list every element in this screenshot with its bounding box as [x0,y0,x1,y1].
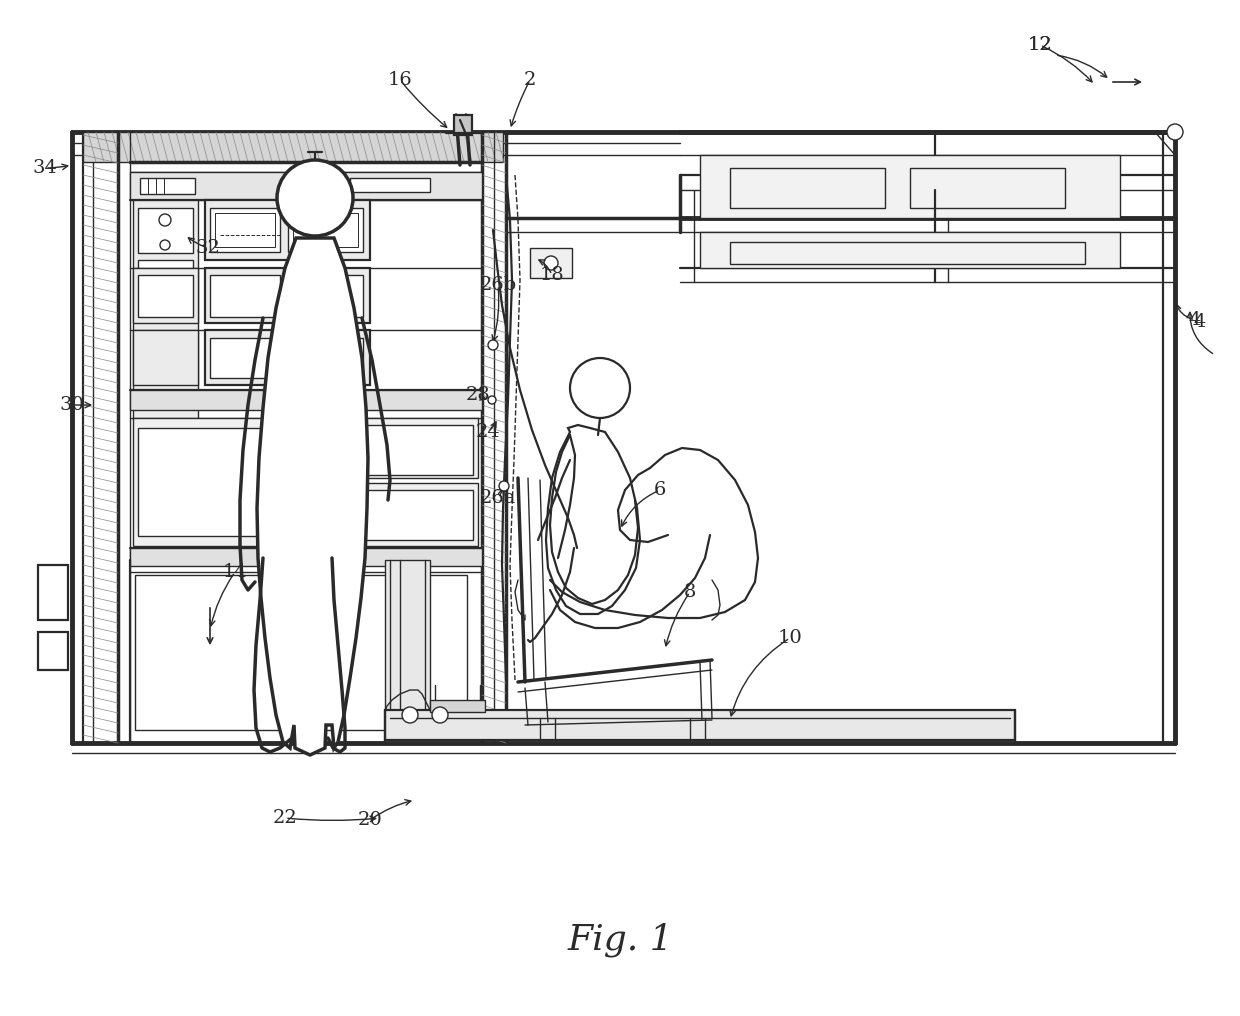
Bar [454,115,472,135]
Text: Fig. 1: Fig. 1 [567,923,673,957]
Text: 6: 6 [653,481,666,499]
Bar [138,428,280,536]
Bar [133,418,285,546]
Bar [130,172,482,200]
Bar [138,275,193,317]
Text: 26b: 26b [480,276,517,294]
Circle shape [489,396,496,404]
Bar [83,132,503,162]
Polygon shape [546,425,640,614]
Bar [730,168,885,208]
Bar [130,548,482,566]
Bar [205,268,370,323]
Circle shape [570,358,630,418]
Text: 12: 12 [1028,36,1053,54]
Circle shape [489,340,498,350]
Text: 28: 28 [466,386,490,404]
Text: 14: 14 [223,563,247,581]
Bar [288,338,363,378]
Text: 10: 10 [777,629,802,647]
Bar [293,213,358,247]
Bar [210,208,280,252]
Bar [210,275,280,317]
Bar [730,242,1085,264]
Circle shape [159,214,171,226]
Bar [205,200,370,260]
Bar [529,248,572,278]
Bar [133,330,198,385]
Bar [138,208,193,253]
Circle shape [432,707,448,723]
Bar [138,260,193,300]
Bar [293,483,477,546]
Bar [701,155,1120,218]
Polygon shape [257,238,368,755]
Text: 4: 4 [1194,313,1207,331]
Bar [430,700,485,712]
Bar [288,275,363,317]
Circle shape [1167,124,1183,140]
Bar [350,178,430,192]
Text: 16: 16 [388,71,413,89]
Circle shape [402,707,418,723]
Text: 26a: 26a [480,489,516,507]
Bar [298,425,472,475]
Bar [295,172,345,180]
Text: 18: 18 [539,266,564,284]
Text: 20: 20 [357,811,382,829]
Bar [135,575,467,731]
Bar [215,213,275,247]
Text: 4: 4 [1189,311,1202,329]
Text: 2: 2 [523,71,536,89]
Text: 32: 32 [196,239,221,257]
Text: 8: 8 [683,583,696,601]
Bar [133,268,198,323]
Text: 22: 22 [273,809,298,827]
Bar [910,168,1065,208]
Bar [38,565,68,620]
Bar [130,390,482,410]
Bar [298,490,472,539]
Bar [701,232,1120,268]
Circle shape [277,160,353,236]
Bar [288,208,363,252]
Text: 12: 12 [1028,36,1053,54]
Bar [205,330,370,385]
Bar [210,338,280,378]
Text: 34: 34 [32,158,57,177]
Bar [384,710,1016,740]
Bar [38,632,68,670]
Bar [140,178,195,194]
Circle shape [498,481,508,491]
Circle shape [544,256,558,270]
Text: 30: 30 [60,396,84,414]
Text: 24: 24 [476,423,501,441]
Circle shape [160,240,170,250]
Bar [384,560,430,725]
Bar [293,418,477,478]
Bar [133,200,198,420]
